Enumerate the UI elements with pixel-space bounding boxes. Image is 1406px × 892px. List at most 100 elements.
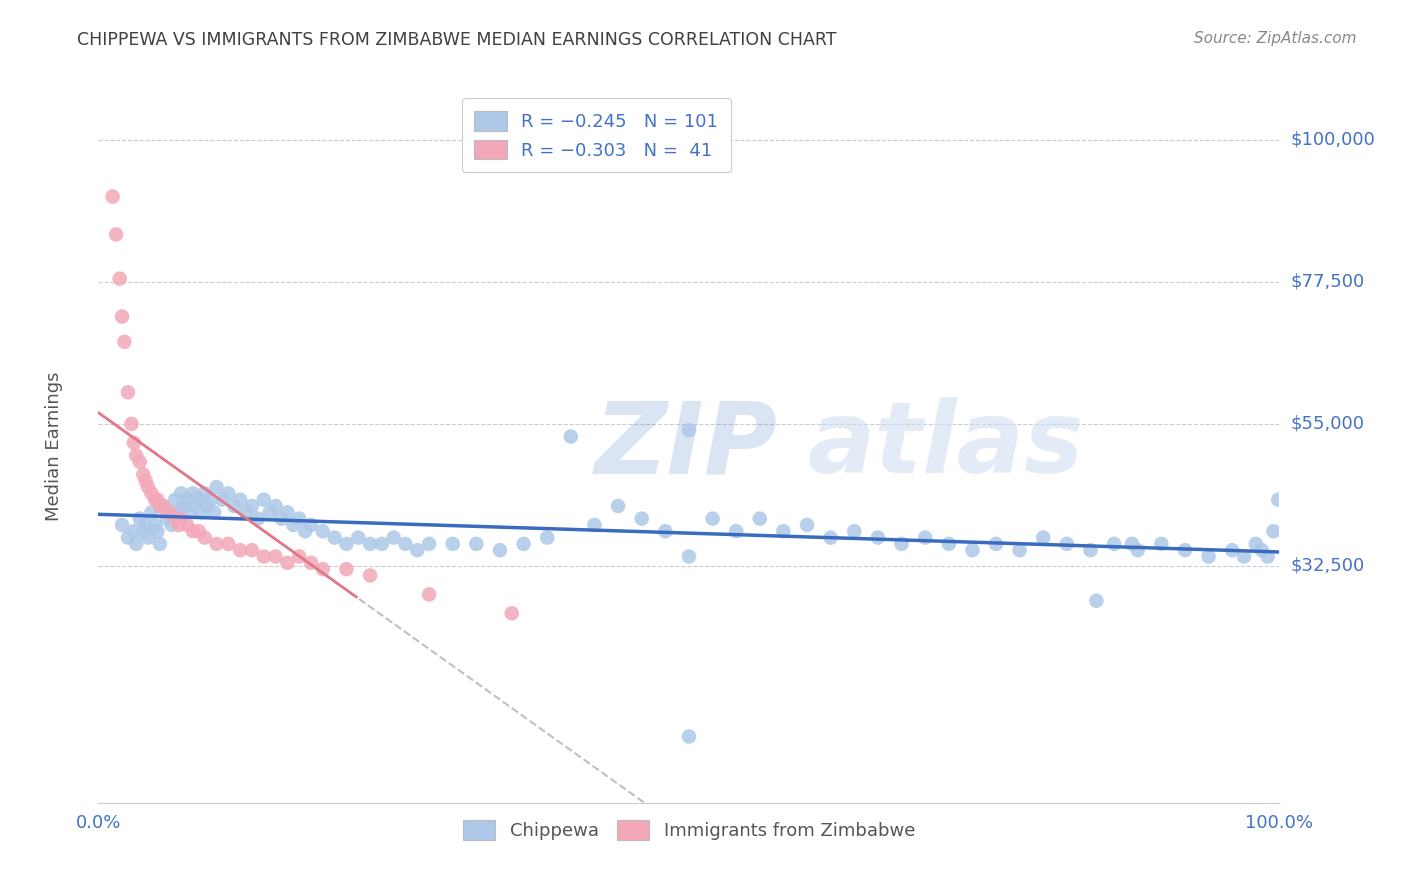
Point [224, 499, 246, 513]
Point [132, 467, 155, 482]
Point [187, 524, 209, 539]
Point [132, 524, 155, 539]
Point [312, 524, 335, 539]
Point [1257, 549, 1279, 564]
Point [984, 537, 1007, 551]
Point [253, 492, 276, 507]
Point [1233, 549, 1256, 564]
Point [1085, 593, 1108, 607]
Point [820, 531, 842, 545]
Text: Median Earnings: Median Earnings [45, 371, 62, 521]
Point [465, 537, 488, 551]
Point [294, 524, 316, 539]
Point [246, 511, 269, 525]
Point [143, 492, 166, 507]
Point [240, 543, 263, 558]
Point [194, 531, 217, 545]
Point [276, 556, 298, 570]
Point [112, 334, 135, 349]
Point [1220, 543, 1243, 558]
Point [235, 505, 257, 519]
Point [172, 499, 194, 513]
Point [264, 549, 287, 564]
Point [217, 486, 239, 500]
Point [253, 549, 276, 564]
Point [702, 511, 724, 525]
Point [167, 505, 190, 519]
Point [1150, 537, 1173, 551]
Point [678, 549, 700, 564]
Point [181, 524, 204, 539]
Point [135, 517, 157, 532]
Point [1032, 531, 1054, 545]
Point [489, 543, 512, 558]
Point [111, 517, 134, 532]
Point [128, 511, 150, 525]
Text: ZIP: ZIP [595, 398, 778, 494]
Point [748, 511, 770, 525]
Point [111, 310, 134, 324]
Point [418, 587, 440, 601]
Point [105, 227, 128, 242]
Point [1244, 537, 1267, 551]
Point [117, 531, 139, 545]
Point [184, 499, 207, 513]
Point [180, 505, 202, 519]
Point [125, 537, 148, 551]
Point [176, 492, 198, 507]
Point [1174, 543, 1197, 558]
Point [146, 492, 169, 507]
Point [299, 517, 322, 532]
Point [1198, 549, 1220, 564]
Point [1056, 537, 1078, 551]
Point [406, 543, 429, 558]
Point [1126, 543, 1149, 558]
Point [382, 531, 405, 545]
Point [283, 517, 305, 532]
Point [217, 537, 239, 551]
Point [229, 492, 252, 507]
Point [264, 499, 287, 513]
Point [772, 524, 794, 539]
Point [157, 505, 180, 519]
Point [288, 511, 311, 525]
Point [359, 568, 381, 582]
Point [725, 524, 748, 539]
Point [678, 423, 700, 437]
Point [152, 499, 174, 513]
Point [654, 524, 676, 539]
Point [125, 449, 148, 463]
Point [890, 537, 912, 551]
Point [121, 417, 143, 431]
Point [128, 455, 150, 469]
Point [866, 531, 889, 545]
Text: CHIPPEWA VS IMMIGRANTS FROM ZIMBABWE MEDIAN EARNINGS CORRELATION CHART: CHIPPEWA VS IMMIGRANTS FROM ZIMBABWE MED… [77, 31, 837, 49]
Point [359, 537, 381, 551]
Point [335, 537, 357, 551]
Point [1250, 543, 1272, 558]
Point [152, 499, 174, 513]
Text: $32,500: $32,500 [1291, 557, 1365, 575]
Point [371, 537, 394, 551]
Point [205, 537, 228, 551]
Point [844, 524, 866, 539]
Point [136, 531, 159, 545]
Point [630, 511, 652, 525]
Point [288, 549, 311, 564]
Point [195, 499, 218, 513]
Text: atlas: atlas [807, 398, 1084, 494]
Point [1267, 492, 1289, 507]
Text: $55,000: $55,000 [1291, 415, 1365, 433]
Point [240, 499, 263, 513]
Point [141, 486, 163, 500]
Point [276, 505, 298, 519]
Point [796, 517, 818, 532]
Point [122, 435, 145, 450]
Point [156, 505, 179, 519]
Point [1263, 524, 1285, 539]
Point [143, 517, 166, 532]
Point [512, 537, 534, 551]
Point [312, 562, 335, 576]
Point [1008, 543, 1031, 558]
Point [135, 474, 157, 488]
